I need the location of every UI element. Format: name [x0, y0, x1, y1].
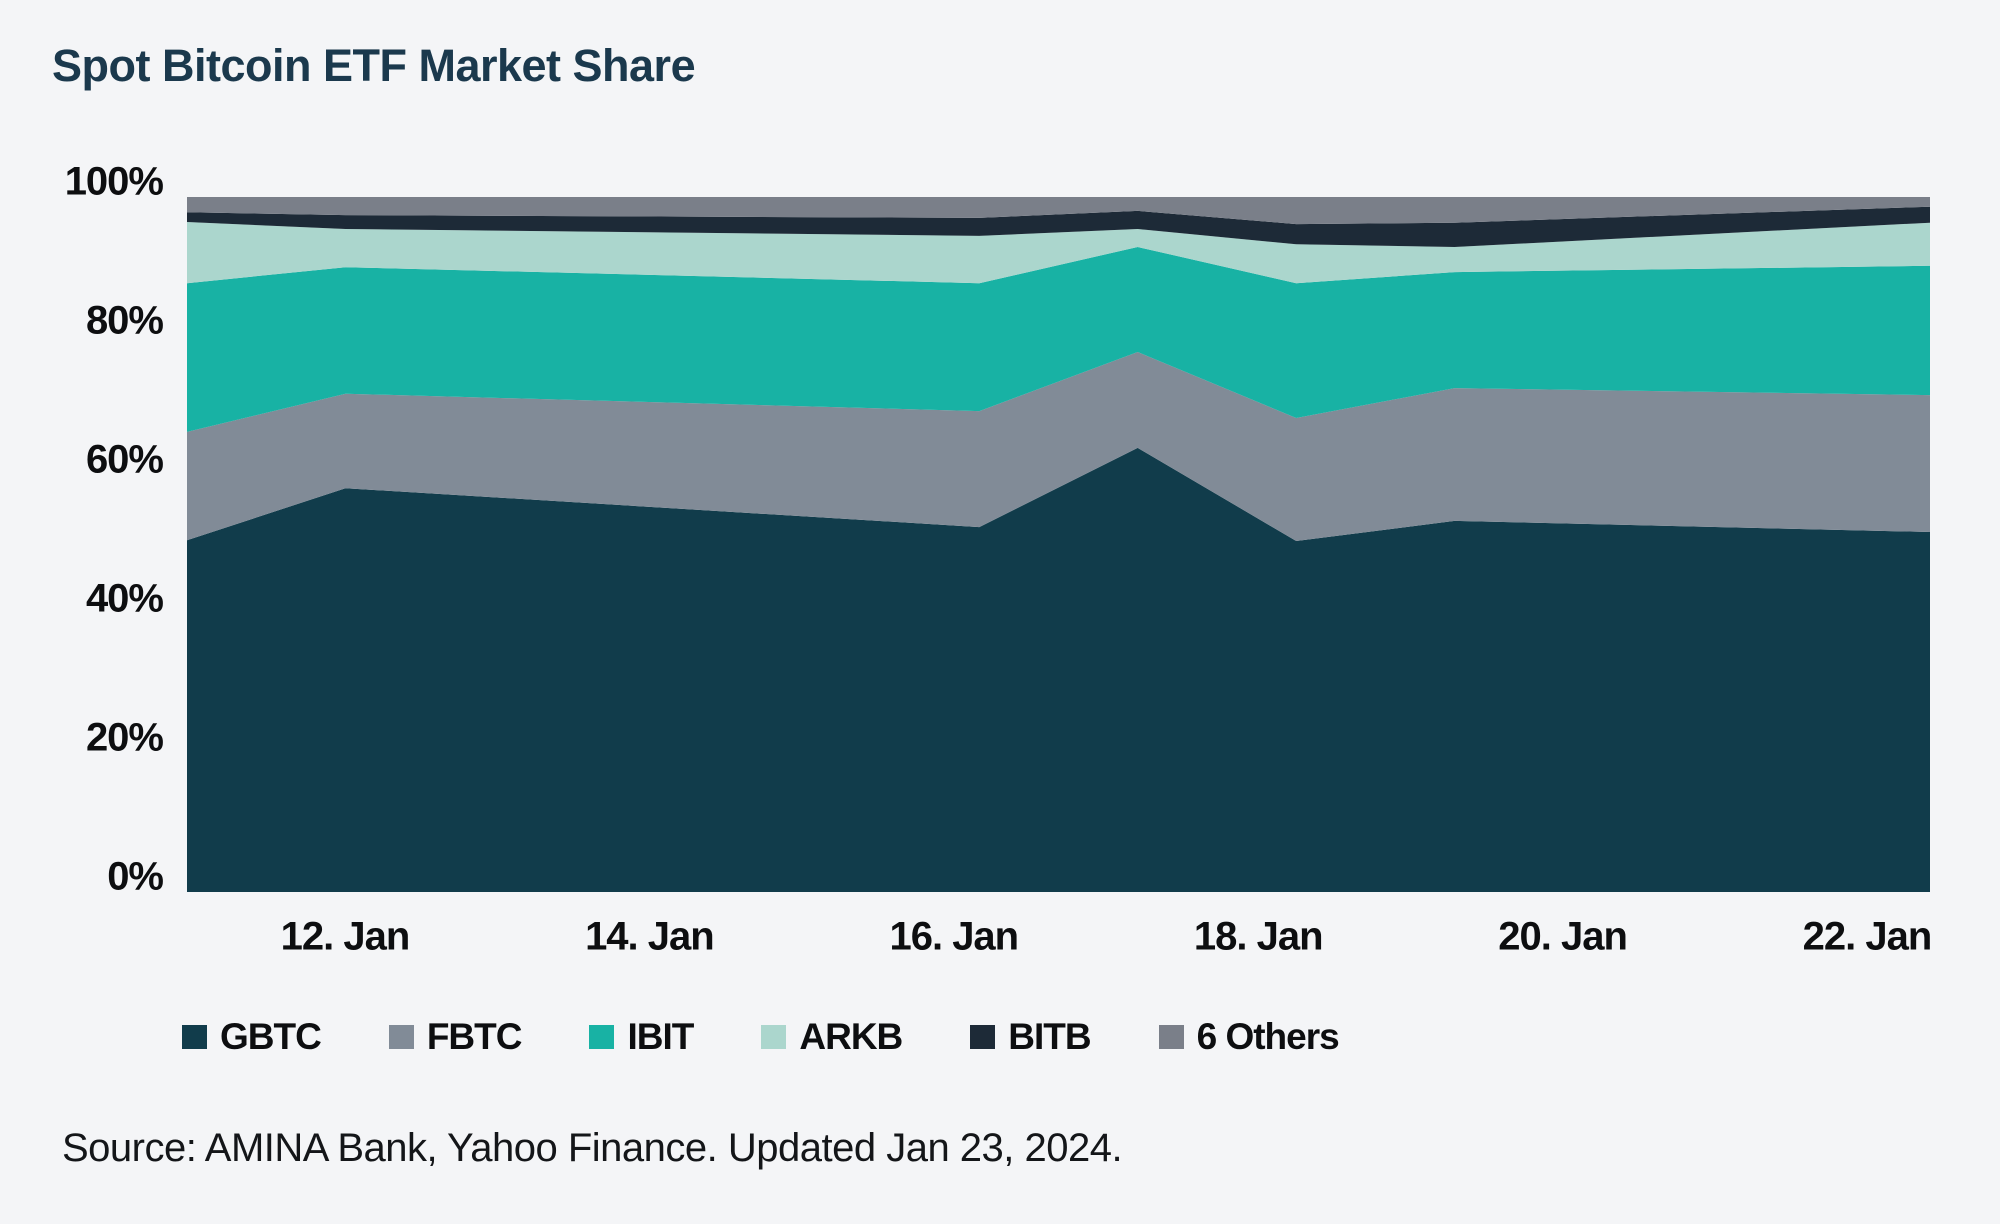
legend-swatch-arkb: [761, 1025, 787, 1049]
y-axis-label-100: 100%: [64, 159, 164, 204]
y-axis-label-20: 20%: [85, 715, 164, 760]
area-gbtc[interactable]: [187, 447, 1930, 892]
legend-label: 6 Others: [1196, 1016, 1340, 1057]
legend-item-bitb[interactable]: BITB: [970, 1016, 1092, 1058]
y-axis-label-60: 60%: [85, 437, 164, 482]
x-axis-label-14-jan: 14. Jan: [585, 914, 715, 959]
legend-swatch-6-others: [1158, 1025, 1184, 1049]
area-fbtc[interactable]: [187, 352, 1930, 541]
x-axis-label-16-jan: 16. Jan: [889, 914, 1019, 959]
legend-swatch-gbtc: [182, 1025, 207, 1049]
x-axis-label-18-jan: 18. Jan: [1193, 914, 1324, 959]
x-axis-label-12-jan: 12. Jan: [280, 914, 411, 959]
legend-item-ibit[interactable]: IBIT: [589, 1016, 694, 1058]
area-bitb[interactable]: [187, 206, 1930, 247]
area-6-others[interactable]: [187, 197, 1930, 225]
x-axis-label-20-jan: 20. Jan: [1498, 914, 1628, 959]
y-axis: 100% 80% 60% 40% 20% 0%: [0, 0, 164, 1224]
y-axis-label-80: 80%: [85, 298, 164, 343]
legend-swatch-fbtc: [388, 1025, 414, 1049]
y-axis-label-40: 40%: [85, 576, 164, 621]
legend-label: ARKB: [799, 1016, 903, 1057]
source-caption: Source: AMINA Bank, Yahoo Finance. Updat…: [62, 1126, 1123, 1170]
legend-label: IBIT: [627, 1016, 694, 1057]
legend-item-arkb[interactable]: ARKB: [761, 1016, 903, 1058]
legend-item-gbtc[interactable]: GBTC: [182, 1016, 322, 1058]
x-axis-label-22-jan: 22. Jan: [1802, 914, 1933, 959]
legend-item-6-others[interactable]: 6 Others: [1158, 1016, 1340, 1058]
legend-label: FBTC: [426, 1016, 523, 1057]
area-arkb[interactable]: [187, 222, 1930, 284]
legend-swatch-ibit: [589, 1025, 615, 1049]
legend: GBTC FBTC IBIT ARKB BITB 6 Others: [182, 1016, 1340, 1058]
chart-title: Spot Bitcoin ETF Market Share: [52, 40, 696, 91]
legend-swatch-bitb: [970, 1025, 996, 1049]
legend-label: GBTC: [220, 1016, 322, 1057]
y-axis-label-0: 0%: [107, 854, 164, 899]
legend-item-fbtc[interactable]: FBTC: [388, 1016, 523, 1058]
area-ibit[interactable]: [187, 247, 1930, 432]
legend-label: BITB: [1008, 1016, 1091, 1057]
